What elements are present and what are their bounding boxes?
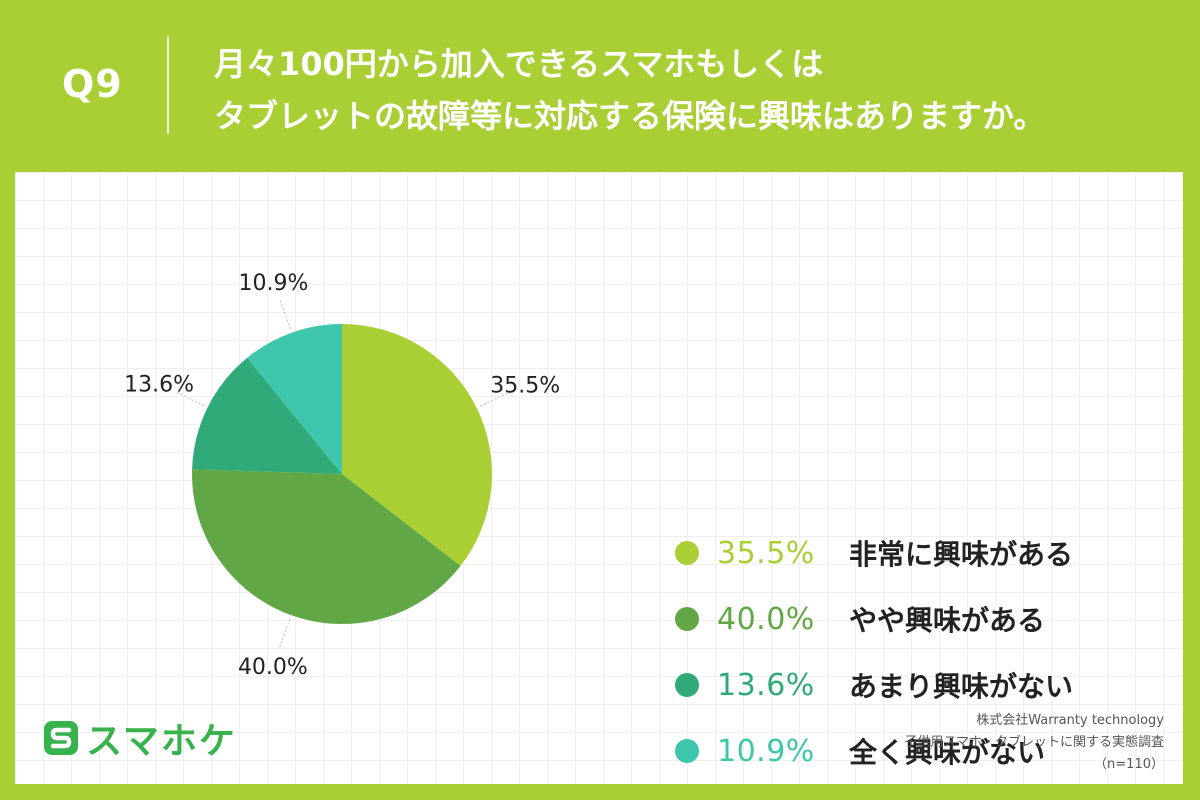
- legend-dot-icon: [675, 607, 699, 631]
- pie-chart: 35.5% 40.0% 13.6% 10.9%: [124, 271, 560, 680]
- legend-item-1: 35.5% 非常に興味がある: [675, 520, 1073, 586]
- question-text: 月々100円から加入できるスマホもしくは タブレットの故障等に対応する保険に興味…: [214, 38, 1174, 142]
- chart-legend: 35.5% 非常に興味がある 40.0% やや興味がある 13.6% あまり興味がない 10…: [675, 520, 1073, 784]
- legend-label: 非常に興味がある: [849, 538, 1074, 571]
- legend-percentage: 40.0%: [717, 601, 815, 637]
- pie-data-label-4: 10.9%: [239, 271, 309, 296]
- source-sample-size: （n=110）: [1094, 757, 1164, 772]
- leader-line-1: [480, 392, 508, 407]
- question-number: Q9: [62, 62, 123, 106]
- pie-data-label-1: 35.5%: [490, 373, 560, 398]
- leader-line-2: [279, 618, 291, 648]
- legend-dot-icon: [675, 739, 699, 763]
- source-note: 株式会社Warranty technology 子供用スマホ・タブレットに関する…: [904, 710, 1164, 776]
- source-company: 株式会社Warranty technology: [976, 713, 1164, 728]
- pie-slice-1: [342, 324, 493, 566]
- pie-data-label-2: 40.0%: [238, 655, 308, 680]
- legend-label: やや興味がある: [849, 604, 1046, 637]
- legend-item-2: 40.0% やや興味がある: [675, 586, 1073, 652]
- legend-percentage: 35.5%: [717, 535, 815, 571]
- leader-line-3: [176, 392, 205, 407]
- leader-line-4: [279, 300, 291, 330]
- source-survey: 子供用スマホ・タブレットに関する実態調査: [904, 735, 1164, 750]
- legend-label: 全く興味がない: [849, 736, 1046, 769]
- header-divider: [167, 36, 169, 134]
- pie-slice-3: [192, 357, 342, 474]
- header: Q9 月々100円から加入できるスマホもしくは タブレットの故障等に対応する保険…: [0, 0, 1200, 170]
- legend-label: あまり興味がない: [849, 670, 1074, 703]
- pie-slice-2: [192, 469, 461, 624]
- legend-percentage: 13.6%: [717, 667, 815, 703]
- logo-s-icon: [44, 721, 78, 755]
- pie-slice-4: [247, 324, 342, 474]
- pie-data-label-3: 13.6%: [124, 373, 194, 398]
- chart-card: 35.5% 40.0% 13.6% 10.9% 35.5% 非常に興味がある 40.0% や…: [15, 172, 1183, 784]
- logo-text: スマホケ: [86, 721, 237, 762]
- legend-percentage: 10.9%: [717, 733, 815, 769]
- legend-item-3: 13.6% あまり興味がない: [675, 652, 1073, 718]
- legend-dot-icon: [675, 673, 699, 697]
- brand-logo: スマホケ: [42, 712, 237, 764]
- legend-dot-icon: [675, 541, 699, 565]
- legend-item-4: 10.9% 全く興味がない: [675, 718, 1073, 784]
- question-line-1: 月々100円から加入できるスマホもしくは: [214, 45, 824, 83]
- question-line-2: タブレットの故障等に対応する保険に興味はありますか。: [214, 97, 1046, 135]
